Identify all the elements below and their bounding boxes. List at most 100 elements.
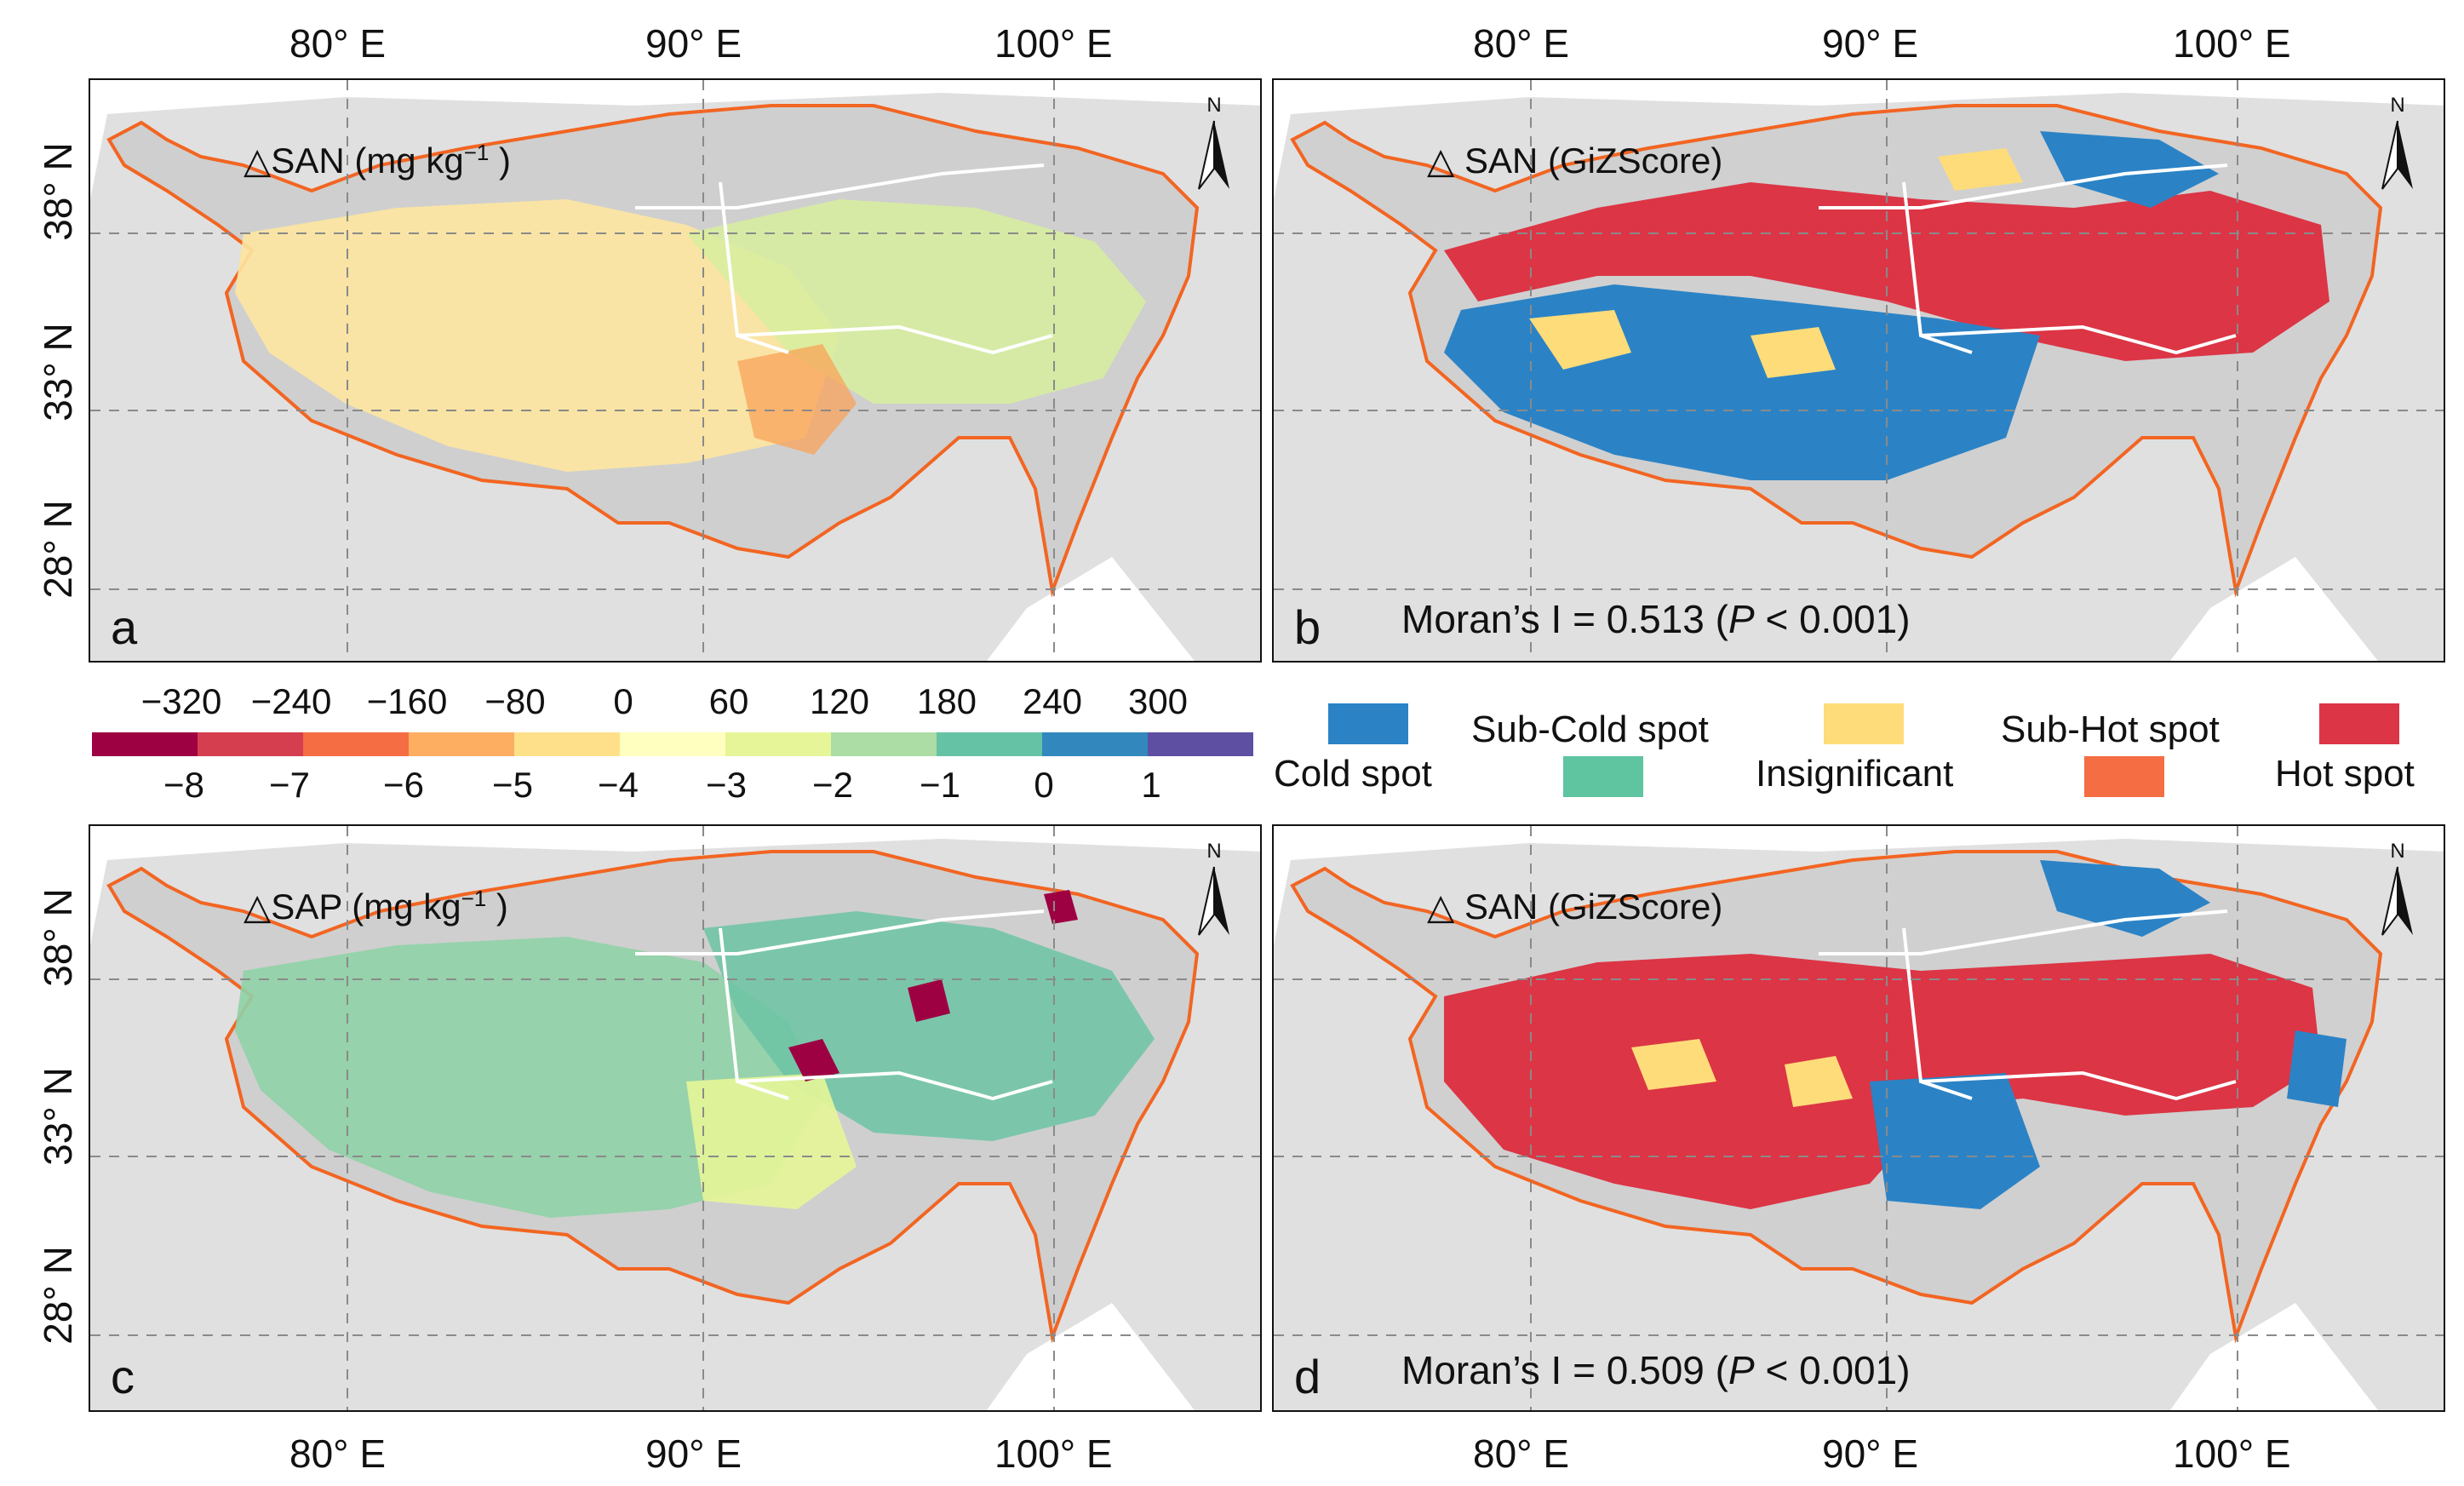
cb-seg-9 (1042, 732, 1148, 756)
panel-b-moran: Moran’s I = 0.513 (P < 0.001) (1401, 596, 1911, 642)
cb-seg-2 (303, 732, 409, 756)
north-arrow-a-label: N (1206, 94, 1222, 117)
legend-label-subhot: Sub-Hot spot (2001, 709, 2220, 750)
north-arrow-b: N (2372, 94, 2423, 196)
panel-d: △ SAN (GiZScore) N d Moran’s I = 0.509 (… (1272, 824, 2445, 1412)
map-c-province-lines (635, 909, 1053, 1101)
cb-bot-7: −1 (920, 765, 960, 805)
map-c-data-west (235, 937, 822, 1218)
north-arrow-a: N (1189, 94, 1240, 196)
panel-b: △ SAN (GiZScore) N b Moran’s I = 0.513 (… (1272, 78, 2445, 663)
cb-top-2: −160 (366, 681, 448, 721)
legend-label-cold: Cold spot (1274, 753, 1432, 795)
north-arrow-b-icon (2381, 120, 2413, 190)
lat-38-bottom: 38° N (35, 888, 80, 987)
north-arrow-c-icon (1198, 866, 1229, 936)
map-b-province-lines (1819, 164, 2237, 355)
map-d (1274, 826, 2444, 1410)
top-lon-80-left: 80° E (289, 21, 387, 66)
north-arrow-a-icon (1198, 120, 1229, 190)
lat-33-top: 33° N (35, 323, 80, 422)
cb-top-7: 180 (916, 681, 977, 721)
cb-seg-7 (831, 732, 937, 756)
cb-bot-4: −4 (598, 765, 639, 805)
panel-a-letter: a (111, 600, 138, 654)
map-b-graticule (1274, 80, 2444, 661)
lat-28-bottom: 28° N (35, 1246, 80, 1345)
cb-bot-0: −8 (163, 765, 204, 805)
bottom-lon-90-left: 90° E (645, 1431, 742, 1476)
lat-28-top: 28° N (35, 500, 80, 599)
map-a-data-west (235, 199, 839, 472)
cb-top-8: 240 (1022, 681, 1083, 721)
panel-d-title: △ SAN (GiZScore) (1427, 886, 1723, 927)
map-c (90, 826, 1260, 1410)
legend-swatch-cold (1328, 703, 1408, 744)
panel-d-moran-p: P (1728, 1348, 1755, 1392)
map-a-graticule (90, 80, 1260, 661)
top-lon-90-left: 90° E (645, 21, 742, 66)
legend-label-insignificant: Insignificant (1756, 753, 1954, 795)
panel-c-title: △SAP (mg kg−1 ) (244, 886, 508, 927)
panel-c: △SAP (mg kg−1 ) N c (89, 824, 1262, 1412)
map-c-graticule (90, 826, 1260, 1410)
panel-b-moran-suffix: < 0.001) (1754, 597, 1911, 641)
map-d-subcold (1631, 1039, 1853, 1107)
cb-bot-1: −7 (269, 765, 310, 805)
map-d-province-lines (1819, 909, 2237, 1101)
cb-bot-9: 1 (1141, 765, 1161, 805)
map-c-data-yellow (686, 1073, 857, 1209)
panel-c-title-sup: −1 (461, 886, 487, 911)
panel-c-title-main: △SAP (mg kg (244, 886, 461, 927)
north-arrow-d: N (2372, 840, 2423, 942)
lat-38-top: 38° N (35, 142, 80, 241)
north-arrow-d-label: N (2390, 840, 2405, 863)
bottom-lon-100-right: 100° E (2173, 1431, 2291, 1476)
cb-top-9: 300 (1127, 681, 1189, 721)
map-a-province-lines (635, 164, 1053, 355)
panel-a-title-end: ) (489, 141, 511, 181)
map-b-cold-ne (2040, 131, 2219, 208)
bottom-lon-80-left: 80° E (289, 1431, 387, 1476)
legend-swatch-subcold (1824, 703, 1904, 744)
panel-b-title: △ SAN (GiZScore) (1427, 141, 1723, 181)
north-arrow-d-icon (2381, 866, 2413, 936)
map-c-data-lossspots (788, 890, 1078, 1082)
north-arrow-c-label: N (1206, 840, 1222, 863)
cb-seg-8 (937, 732, 1042, 756)
cb-bot-5: −3 (706, 765, 747, 805)
cb-seg-4 (514, 732, 620, 756)
top-lon-80-right: 80° E (1473, 21, 1570, 66)
map-a (90, 80, 1260, 661)
cb-seg-1 (198, 732, 303, 756)
panel-d-letter: d (1294, 1350, 1321, 1403)
top-lon-100-left: 100° E (994, 21, 1113, 66)
cb-bot-3: −5 (492, 765, 533, 805)
panel-b-moran-p: P (1728, 597, 1755, 641)
cb-seg-3 (409, 732, 514, 756)
map-d-cold-patches (1870, 860, 2347, 1209)
panel-a-title-sup: −1 (463, 140, 490, 165)
top-lon-90-right: 90° E (1822, 21, 1919, 66)
cb-top-5: 60 (708, 681, 749, 721)
cb-bot-6: −2 (812, 765, 853, 805)
panel-a: △SAN (mg kg−1 ) N a (89, 78, 1262, 663)
panel-a-title-main: △SAN (mg kg (244, 141, 464, 181)
panel-a-title: △SAN (mg kg−1 ) (244, 140, 511, 181)
panel-d-moran: Moran’s I = 0.509 (P < 0.001) (1401, 1347, 1911, 1393)
lat-33-bottom: 33° N (35, 1067, 80, 1166)
panel-b-letter: b (1294, 600, 1321, 654)
north-arrow-b-label: N (2390, 94, 2405, 117)
legend-swatch-hot (2319, 703, 2399, 744)
panel-d-moran-suffix: < 0.001) (1754, 1348, 1911, 1392)
cb-bot-8: 0 (1034, 765, 1054, 805)
map-a-data-hotpatch (737, 344, 857, 455)
legend-label-subcold: Sub-Cold spot (1471, 709, 1709, 750)
cb-top-0: −320 (140, 681, 222, 721)
legend-label-hot: Hot spot (2275, 753, 2415, 795)
bottom-lon-100-left: 100° E (994, 1431, 1113, 1476)
cb-top-6: 120 (809, 681, 870, 721)
bottom-lon-90-right: 90° E (1822, 1431, 1919, 1476)
legend-swatch-insignificant (1563, 756, 1643, 797)
panel-c-letter: c (111, 1350, 135, 1403)
